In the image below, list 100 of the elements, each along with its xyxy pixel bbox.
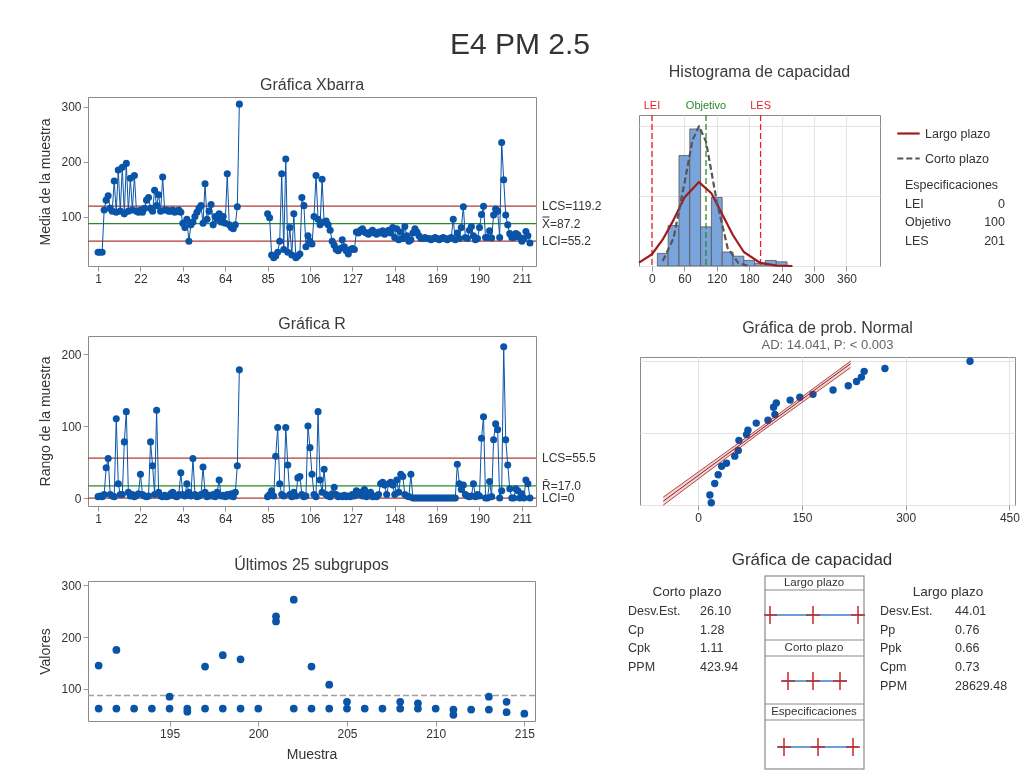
point — [218, 651, 227, 660]
y-axis-title: Rango de la muestra — [37, 356, 54, 487]
point — [502, 708, 511, 717]
x-tick-label: 0 — [649, 271, 657, 286]
y-tick-label: 100 — [61, 682, 82, 697]
chart-title: Gráfica de prob. Normal — [742, 319, 913, 336]
x-tick-label: 1 — [95, 271, 103, 286]
ref-line-label: LCS=55.5 — [542, 451, 597, 466]
text: Cpk — [628, 641, 651, 656]
x-tick-label: 85 — [261, 271, 276, 286]
ref-line-label: Objetivo — [685, 99, 727, 111]
legend-label: Largo plazo — [925, 126, 991, 141]
x-tick-label: 360 — [836, 271, 858, 286]
x-tick-label: 240 — [772, 271, 793, 286]
point — [254, 704, 263, 713]
x-axis-title: Muestra — [286, 745, 338, 762]
x-tick-label: 215 — [514, 726, 536, 741]
text: PPM — [628, 660, 656, 675]
text: 0.76 — [955, 622, 980, 637]
text: 201 — [984, 233, 1006, 248]
y-tick-label: 0 — [74, 491, 82, 506]
x-tick-label: 106 — [300, 511, 321, 526]
text: 28629.48 — [955, 678, 1008, 693]
y-tick-label: 300 — [61, 100, 82, 115]
text: Desv.Est. — [628, 604, 681, 618]
text: E4 PM 2.5 — [449, 27, 591, 60]
y-tick-label: 100 — [61, 419, 82, 434]
x-tick-label: 150 — [792, 510, 813, 525]
point — [852, 377, 861, 386]
x-tick-label: 180 — [739, 271, 761, 286]
x-tick-label: 85 — [261, 511, 276, 526]
point — [289, 595, 298, 604]
point — [881, 364, 889, 373]
point — [431, 704, 440, 713]
x-tick-label: 120 — [707, 271, 728, 286]
point — [966, 357, 974, 366]
point — [752, 419, 760, 427]
x-tick-label: 60 — [678, 271, 692, 286]
text: 1.11 — [700, 641, 724, 656]
point — [744, 426, 752, 434]
x-tick-label: 190 — [469, 271, 491, 286]
text: 44.01 — [955, 604, 987, 618]
text: Cpm — [880, 660, 907, 675]
point — [396, 697, 405, 706]
y-tick-label: 200 — [61, 347, 82, 362]
point — [485, 692, 493, 701]
x-tick-label: 211 — [512, 271, 533, 286]
y-axis-title: Media de la muestra — [37, 118, 54, 246]
ref-line-label: LCI=55.2 — [542, 234, 592, 249]
point — [485, 705, 493, 714]
point — [147, 704, 156, 713]
text: Ppk — [880, 641, 903, 656]
text: 0 — [998, 196, 1006, 211]
y-tick-label: 300 — [61, 578, 82, 593]
y-axis-title: Valores — [37, 628, 54, 675]
point — [706, 491, 714, 499]
ref-line-label: LCI=0 — [542, 491, 575, 506]
x-tick-label: 22 — [134, 511, 148, 526]
x-tick-label: 148 — [385, 511, 406, 526]
point — [844, 382, 852, 390]
text: 0.66 — [955, 641, 980, 656]
x-tick-label: 64 — [219, 511, 233, 526]
point — [94, 704, 103, 713]
point — [502, 697, 511, 706]
x-tick-label: 43 — [176, 271, 191, 286]
point — [94, 661, 103, 670]
chart-title: Gráfica R — [278, 315, 346, 332]
point — [236, 704, 245, 713]
point — [201, 704, 209, 713]
text: PPM — [880, 678, 908, 693]
point — [325, 704, 334, 713]
ref-line-label: LES — [750, 99, 771, 111]
x-tick-label: 190 — [469, 511, 491, 526]
point — [112, 646, 121, 654]
point — [467, 705, 476, 714]
point — [343, 704, 351, 713]
text: 26.10 — [700, 604, 732, 618]
x-tick-label: 22 — [134, 271, 148, 286]
text: Corto plazo — [652, 584, 722, 599]
point — [343, 697, 351, 706]
point — [829, 386, 837, 394]
point — [707, 499, 715, 507]
point — [165, 704, 174, 713]
ref-line-label: LCS=119.2 — [542, 199, 602, 214]
point — [307, 662, 316, 671]
x-tick-label: 1 — [95, 511, 103, 526]
point — [396, 704, 405, 713]
point — [772, 399, 781, 407]
y-tick-label: 100 — [61, 210, 82, 225]
text: Corto plazo — [784, 641, 844, 653]
text: Desv.Est. — [880, 604, 933, 618]
text: Especificaciones — [905, 178, 999, 192]
x-tick-label: 106 — [300, 271, 321, 286]
text: 100 — [984, 215, 1006, 229]
point — [236, 655, 245, 664]
chart-subtitle: AD: 14.041, P: < 0.003 — [761, 337, 894, 352]
text: Especificaciones — [771, 705, 858, 717]
text: Pp — [880, 622, 896, 637]
chart-title: Gráfica Xbarra — [259, 76, 365, 93]
text: 423.94 — [700, 660, 739, 675]
